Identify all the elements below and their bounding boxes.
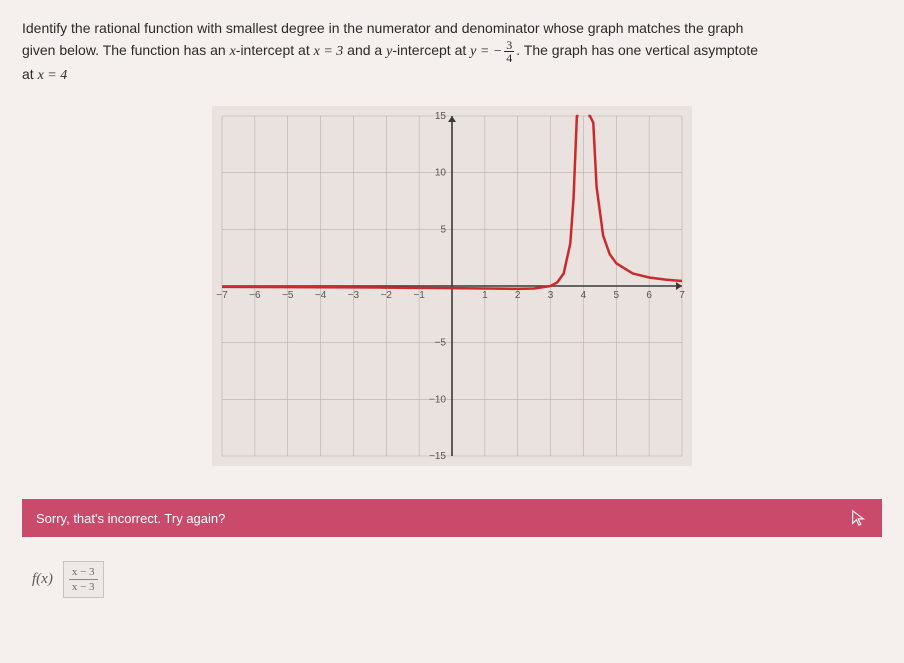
answer-row: f(x) x − 3 x − 3 [22,537,882,598]
problem-line2-mid3: -intercept at [392,42,470,58]
svg-text:7: 7 [679,290,685,301]
svg-text:−10: −10 [429,394,446,405]
graph-container: −7 −6 −5 −4 −3 −2 −1 1 2 3 4 5 6 7 −15 −10 −5 5 10 15 [22,106,882,469]
feedback-text: Sorry, that's incorrect. Try again? [36,511,225,526]
yint-fraction: 34 [504,39,514,64]
xint-eq: x = 3 [314,44,344,59]
problem-line2-post: . The graph has one vertical asymptote [516,42,758,58]
problem-line2-pre: given below. The function has an [22,42,230,58]
svg-text:−2: −2 [381,290,393,301]
svg-text:15: 15 [435,111,447,122]
svg-text:4: 4 [581,290,587,301]
feedback-bar: Sorry, that's incorrect. Try again? [22,499,882,537]
svg-text:5: 5 [614,290,620,301]
svg-text:−5: −5 [435,338,447,349]
cursor-icon [850,509,868,527]
yint-lhs: y = − [470,44,502,59]
svg-text:10: 10 [435,168,447,179]
svg-text:−5: −5 [282,290,294,301]
asym-eq: x = 4 [38,68,68,83]
problem-line1: Identify the rational function with smal… [22,20,743,36]
svg-text:−1: −1 [413,290,425,301]
svg-text:2: 2 [515,290,521,301]
problem-line2-mid2: and a [343,42,386,58]
answer-numerator[interactable]: x − 3 [69,565,98,580]
svg-text:−4: −4 [315,290,327,301]
svg-text:3: 3 [548,290,554,301]
answer-input[interactable]: x − 3 x − 3 [63,561,104,598]
answer-denominator[interactable]: x − 3 [69,580,98,594]
fx-label: f(x) [32,571,53,588]
problem-statement: Identify the rational function with smal… [22,18,882,86]
problem-line3-pre: at [22,66,38,82]
svg-text:−6: −6 [249,290,261,301]
problem-line2-mid1: -intercept at [236,42,314,58]
svg-text:6: 6 [646,290,652,301]
svg-text:−3: −3 [348,290,360,301]
svg-text:−7: −7 [216,290,228,301]
svg-text:1: 1 [482,290,488,301]
svg-text:−15: −15 [429,451,446,462]
function-graph: −7 −6 −5 −4 −3 −2 −1 1 2 3 4 5 6 7 −15 −10 −5 5 10 15 [212,106,692,466]
svg-text:5: 5 [440,224,446,235]
